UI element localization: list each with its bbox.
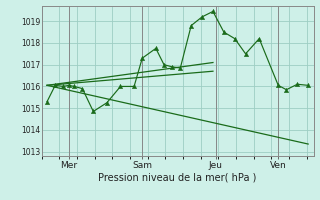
X-axis label: Pression niveau de la mer( hPa ): Pression niveau de la mer( hPa )	[99, 173, 257, 183]
